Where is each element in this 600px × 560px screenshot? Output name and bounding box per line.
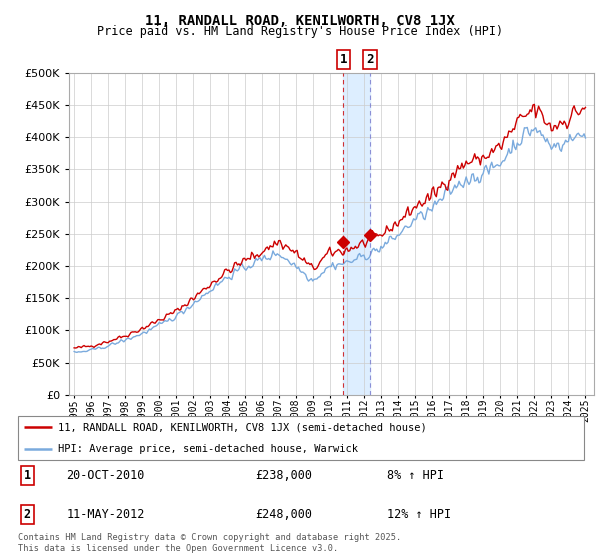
Bar xyxy=(343,73,370,395)
Text: £238,000: £238,000 xyxy=(256,469,313,482)
Text: Contains HM Land Registry data © Crown copyright and database right 2025.
This d: Contains HM Land Registry data © Crown c… xyxy=(18,533,401,553)
Text: Price paid vs. HM Land Registry's House Price Index (HPI): Price paid vs. HM Land Registry's House … xyxy=(97,25,503,38)
Text: 11, RANDALL ROAD, KENILWORTH, CV8 1JX (semi-detached house): 11, RANDALL ROAD, KENILWORTH, CV8 1JX (s… xyxy=(58,422,427,432)
Text: HPI: Average price, semi-detached house, Warwick: HPI: Average price, semi-detached house,… xyxy=(58,444,358,454)
Text: 11-MAY-2012: 11-MAY-2012 xyxy=(67,508,145,521)
Text: 11, RANDALL ROAD, KENILWORTH, CV8 1JX: 11, RANDALL ROAD, KENILWORTH, CV8 1JX xyxy=(145,14,455,28)
FancyBboxPatch shape xyxy=(18,416,584,460)
Text: 8% ↑ HPI: 8% ↑ HPI xyxy=(388,469,445,482)
Text: £248,000: £248,000 xyxy=(256,508,313,521)
Text: 1: 1 xyxy=(340,53,347,66)
Text: 1: 1 xyxy=(23,469,31,482)
Text: 20-OCT-2010: 20-OCT-2010 xyxy=(67,469,145,482)
Text: 2: 2 xyxy=(367,53,374,66)
Text: 2: 2 xyxy=(23,508,31,521)
Text: 12% ↑ HPI: 12% ↑ HPI xyxy=(388,508,452,521)
